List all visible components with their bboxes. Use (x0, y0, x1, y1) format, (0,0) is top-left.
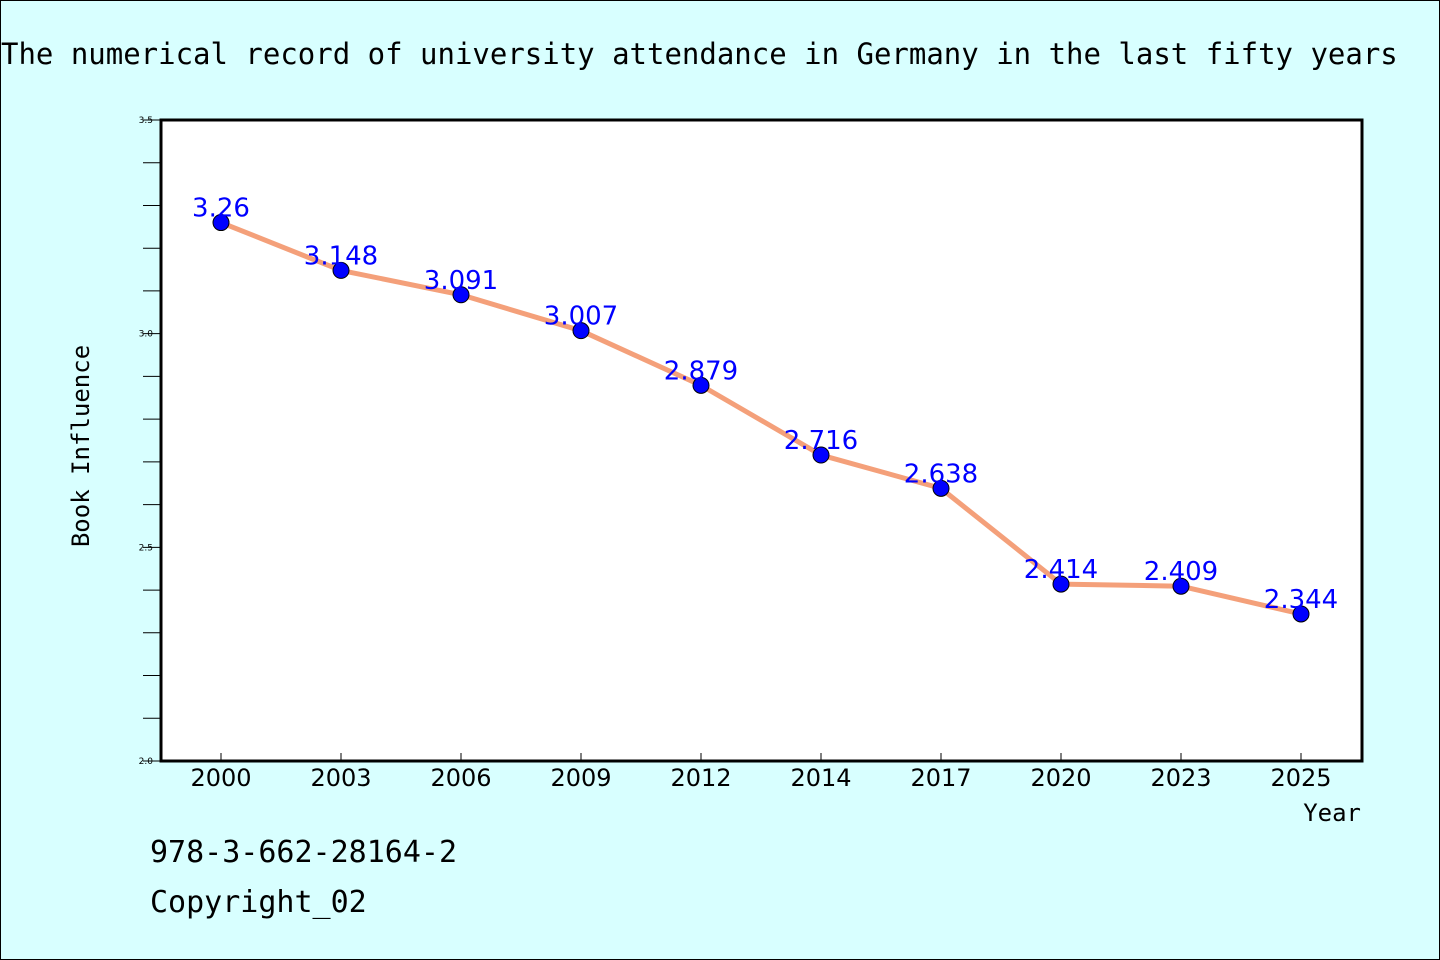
y-tick-label: 3.5 (139, 116, 153, 126)
series-markers (212, 214, 1310, 623)
x-tick-label: 2025 (1270, 764, 1331, 792)
x-tick-label: 2020 (1030, 764, 1091, 792)
data-point (1172, 577, 1190, 595)
data-point (812, 446, 830, 464)
data-label: 2.344 (1264, 585, 1338, 615)
x-tick-label: 2017 (910, 764, 971, 792)
data-label: 2.638 (904, 459, 978, 489)
x-tick-label: 2003 (310, 764, 371, 792)
data-point (932, 479, 950, 497)
y-axis-label: Book Influence (67, 345, 95, 547)
x-axis-label: Year (1303, 799, 1361, 827)
x-tick-label: 2009 (550, 764, 611, 792)
data-point (452, 286, 470, 304)
x-tick-label: 2000 (190, 764, 251, 792)
data-point (692, 376, 710, 394)
y-axis: 2.0 2.5 3.0 3.5 (139, 116, 161, 767)
x-tick-label: 2006 (430, 764, 491, 792)
y-tick-label: 2.5 (139, 543, 153, 553)
data-point (1292, 605, 1310, 623)
y-tick-label: 2.0 (139, 757, 154, 767)
data-point (1052, 575, 1070, 593)
x-tick-label: 2012 (670, 764, 731, 792)
x-axis: 2000 2003 2006 2009 2012 2014 2017 2020 2023 2025 (190, 753, 1332, 792)
data-labels: 3.26 3.148 3.091 3.007 2.879 2.716 2.638 2.414 2… (192, 194, 1338, 615)
plot-area (159, 118, 1364, 763)
copyright-text: Copyright_02 (150, 885, 367, 920)
data-label: 2.879 (664, 356, 738, 386)
data-label: 2.716 (784, 426, 858, 456)
data-point (572, 322, 590, 340)
isbn-text: 978-3-662-28164-2 (150, 835, 458, 870)
x-tick-label: 2023 (1150, 764, 1211, 792)
data-point (332, 261, 350, 279)
chart-title: The numerical record of university atten… (1, 37, 1398, 71)
y-tick-label: 3.0 (139, 330, 154, 340)
data-label: 2.414 (1024, 555, 1098, 585)
data-label: 3.26 (192, 194, 250, 224)
data-label: 2.409 (1144, 557, 1218, 587)
data-label: 3.007 (544, 302, 618, 332)
data-point (212, 214, 230, 232)
series-line (220, 220, 1302, 617)
data-label: 3.091 (424, 266, 498, 296)
x-tick-label: 2014 (790, 764, 851, 792)
data-label: 3.148 (304, 241, 378, 271)
